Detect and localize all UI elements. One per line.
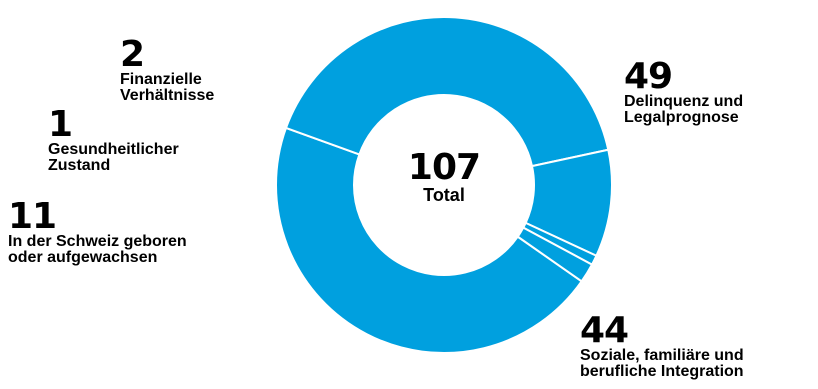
slice-value-label: 44: [580, 310, 629, 351]
slice-delinquenz: [275, 126, 583, 354]
slice-soziale-integration: [284, 16, 610, 168]
slice-value-label: 11: [8, 196, 57, 237]
slice-finanzen: [516, 226, 593, 283]
callout-gesundheit: 1 Gesundheitlicher Zustand: [48, 104, 179, 174]
callout-soziale-integration: 44 Soziale, familiäre und berufliche Int…: [580, 310, 744, 380]
slice-category-label: Soziale, familiäre und berufliche Integr…: [580, 347, 744, 380]
total-label: Total: [423, 185, 465, 205]
total-value: 107: [407, 147, 481, 188]
slice-category-label: Delinquenz und Legalprognose: [624, 93, 744, 126]
donut-center-total: 107 Total: [388, 147, 500, 205]
callout-finanzen: 2 Finanzielle Verhältnisse: [120, 34, 215, 104]
callout-delinquenz: 49 Delinquenz und Legalprognose: [624, 56, 744, 126]
callout-schweiz-aufgewachsen: 11 In der Schweiz geboren oder aufgewach…: [8, 196, 187, 266]
slice-value-label: 1: [48, 104, 73, 145]
slice-value-label: 49: [624, 56, 673, 97]
slice-category-label: Gesundheitlicher Zustand: [48, 141, 179, 174]
slice-value-label: 2: [120, 34, 145, 75]
slice-category-label: Finanzielle Verhältnisse: [120, 71, 215, 104]
slice-category-label: In der Schweiz geboren oder aufgewachsen: [8, 233, 187, 266]
